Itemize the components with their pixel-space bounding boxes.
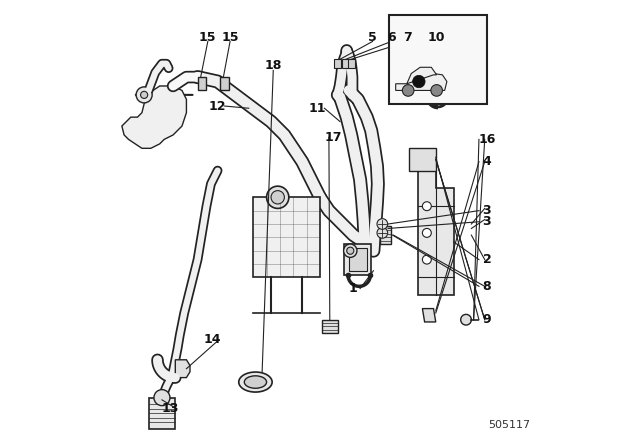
- Text: 13: 13: [161, 402, 179, 415]
- Text: 505117: 505117: [488, 420, 530, 430]
- Polygon shape: [122, 86, 186, 148]
- Text: 4: 4: [483, 155, 492, 168]
- Circle shape: [377, 219, 388, 229]
- Polygon shape: [380, 226, 391, 244]
- Circle shape: [422, 255, 431, 264]
- Circle shape: [136, 87, 152, 103]
- Text: 17: 17: [324, 131, 342, 144]
- Ellipse shape: [244, 376, 267, 388]
- Text: 5: 5: [368, 31, 377, 44]
- Text: 11: 11: [309, 102, 326, 115]
- Bar: [342, 59, 349, 68]
- Circle shape: [422, 228, 431, 237]
- Text: 16: 16: [478, 133, 495, 146]
- Polygon shape: [148, 398, 175, 429]
- Circle shape: [413, 75, 425, 88]
- Polygon shape: [198, 77, 207, 90]
- Bar: [334, 59, 341, 68]
- Text: 1: 1: [349, 282, 358, 295]
- Circle shape: [154, 390, 170, 405]
- Text: 2: 2: [483, 253, 492, 266]
- Text: 9: 9: [483, 313, 492, 326]
- Text: 8: 8: [483, 280, 492, 293]
- Circle shape: [422, 202, 431, 211]
- Polygon shape: [349, 249, 367, 271]
- Text: 3: 3: [483, 215, 492, 228]
- Text: 6: 6: [387, 31, 396, 44]
- Polygon shape: [322, 320, 338, 333]
- Text: 15: 15: [221, 31, 239, 44]
- Polygon shape: [407, 67, 436, 84]
- Circle shape: [141, 91, 148, 99]
- Circle shape: [347, 247, 354, 254]
- Text: 15: 15: [199, 31, 216, 44]
- Text: 12: 12: [209, 99, 227, 112]
- Polygon shape: [175, 360, 190, 378]
- Polygon shape: [253, 197, 320, 277]
- Circle shape: [431, 85, 442, 96]
- Bar: [389, 15, 487, 104]
- Text: 3: 3: [483, 204, 492, 217]
- Polygon shape: [418, 171, 454, 295]
- Ellipse shape: [239, 372, 272, 392]
- Polygon shape: [344, 244, 371, 275]
- Text: 7: 7: [403, 31, 412, 44]
- Polygon shape: [409, 148, 436, 171]
- Circle shape: [344, 244, 357, 258]
- Circle shape: [461, 314, 472, 325]
- Circle shape: [267, 186, 289, 208]
- Text: 10: 10: [428, 31, 445, 44]
- Bar: [348, 59, 355, 68]
- Circle shape: [403, 85, 414, 96]
- Polygon shape: [396, 73, 447, 90]
- Polygon shape: [220, 77, 228, 90]
- Text: 18: 18: [264, 60, 282, 73]
- Polygon shape: [422, 309, 436, 322]
- Circle shape: [271, 190, 284, 204]
- Text: 14: 14: [204, 333, 221, 346]
- Circle shape: [377, 228, 388, 238]
